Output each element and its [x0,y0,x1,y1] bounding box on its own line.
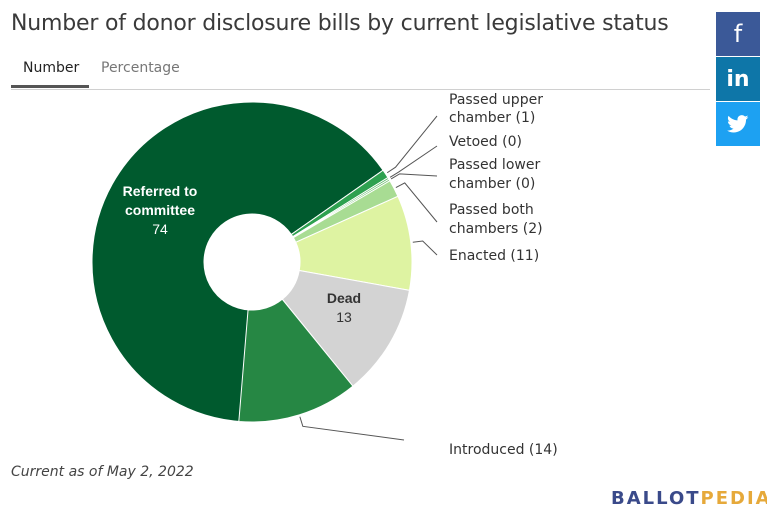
data-label-introduced: Introduced (14) [449,442,558,458]
data-label-passed-upper-chamber: Passed upper [449,92,543,108]
slice-enacted[interactable] [295,195,413,291]
tab-percentage[interactable]: Percentage [101,60,180,76]
data-label-passed-lower-chamber: chamber (0) [449,176,535,192]
data-label-passed-lower-chamber: Passed lower [449,157,540,173]
data-label-enacted: Enacted (11) [449,248,539,264]
data-label-referred-to-committee: 74 [152,221,168,237]
facebook-share-button[interactable]: f [716,12,760,56]
leader-line-introduced [299,416,405,441]
tab-number[interactable]: Number [11,60,89,88]
data-label-vetoed: Vetoed (0) [449,134,522,150]
twitter-icon [727,115,749,133]
linkedin-icon: in [726,66,750,92]
slice-referred-to-committee[interactable] [91,101,384,423]
view-tabs: Number Percentage [11,56,710,90]
leader-line-enacted [412,240,438,256]
leader-line-passed-both-chambers [395,182,438,223]
data-label-referred-to-committee: Referred to [123,183,198,199]
leader-line-vetoed [389,145,438,178]
leader-line-passed-lower-chamber [390,173,438,180]
chart-title: Number of donor disclosure bills by curr… [11,11,669,36]
current-as-of-note: Current as of May 2, 2022 [11,464,194,480]
twitter-share-button[interactable] [716,102,760,146]
data-label-dead: Dead [327,290,361,306]
leader-line-passed-upper-chamber [386,115,438,174]
linkedin-share-button[interactable]: in [716,57,760,101]
data-label-passed-both-chambers: Passed both [449,202,534,218]
data-label-passed-both-chambers: chambers (2) [449,221,543,237]
facebook-icon: f [733,20,743,48]
data-label-referred-to-committee: committee [125,202,195,218]
slice-introduced[interactable] [238,298,354,423]
data-label-passed-upper-chamber: chamber (1) [449,110,535,126]
ballotpedia-logo[interactable]: BALLOTPEDIA [611,488,767,509]
data-label-dead: 13 [336,309,352,325]
slice-dead[interactable] [281,269,411,387]
